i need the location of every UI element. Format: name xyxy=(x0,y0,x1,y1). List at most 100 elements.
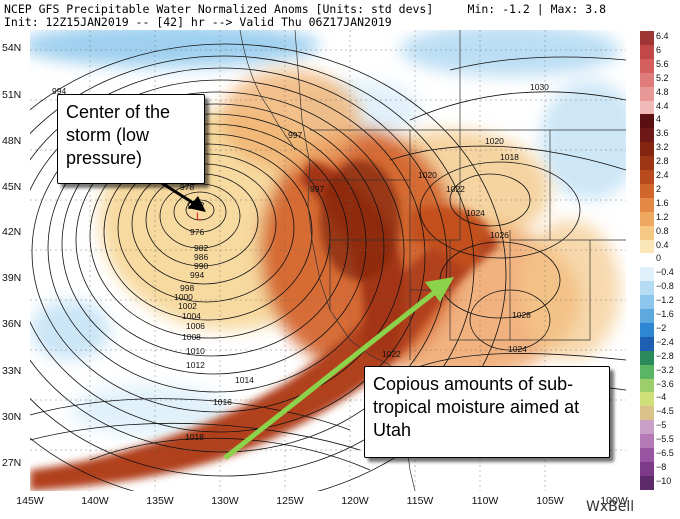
colorbar-swatch xyxy=(640,448,654,463)
isobar-label: 1020 xyxy=(485,136,504,146)
colorbar-swatch xyxy=(640,281,654,296)
colorbar-swatch xyxy=(640,86,654,101)
colorbar-swatch xyxy=(640,170,654,185)
isobar-label: 1018 xyxy=(500,152,519,162)
colorbar-swatch xyxy=(640,211,654,227)
colorbar-swatch xyxy=(640,128,654,143)
lat-label: 42N xyxy=(2,226,22,238)
colorbar-label: −6.5 xyxy=(656,448,674,458)
colorbar-swatch xyxy=(640,58,654,74)
isobar-label: 1024 xyxy=(508,344,527,354)
isobar-label: 1030 xyxy=(530,82,549,92)
isobar-label: 1018 xyxy=(185,432,204,442)
colorbar-label: 0.8 xyxy=(656,225,669,236)
isobar-label: 994 xyxy=(190,270,204,280)
isobar-label: 997 xyxy=(288,130,302,140)
colorbar-label: −3.6 xyxy=(656,378,674,389)
lat-label: 54N xyxy=(2,42,22,54)
lon-label: 115W xyxy=(406,495,434,507)
colorbar-swatch xyxy=(640,44,654,60)
lat-label: 27N xyxy=(2,457,22,469)
colorbar-label: 2.4 xyxy=(656,170,669,180)
isobar-label: 1016 xyxy=(213,397,232,407)
colorbar-label: −4.5 xyxy=(656,406,674,417)
lon-label: 120W xyxy=(341,495,369,507)
colorbar-label: 5.6 xyxy=(656,58,669,69)
isobar-label: 994 xyxy=(52,86,66,96)
colorbar-label: −3.2 xyxy=(656,364,674,375)
init-valid-line: Init: 12Z15JAN2019 -- [42] hr --> Valid … xyxy=(4,15,392,29)
isobar-label: 1026 xyxy=(490,230,509,240)
isobar-label: 1006 xyxy=(186,321,205,331)
colorbar-label: 5.2 xyxy=(656,72,669,83)
isobar-label: 1020 xyxy=(418,170,437,180)
isobar-label: 978 xyxy=(180,182,194,192)
lon-label: 125W xyxy=(276,495,304,507)
lat-label: 30N xyxy=(2,411,22,423)
colorbar-swatch xyxy=(640,322,654,338)
lon-label: 100W xyxy=(600,495,628,507)
isobar-label: 986 xyxy=(194,252,208,262)
lat-label: 36N xyxy=(2,318,22,330)
colorbar-label: −0.8 xyxy=(656,281,674,292)
colorbar-swatch xyxy=(640,461,654,477)
colorbar-swatch xyxy=(640,350,654,366)
lat-label: 48N xyxy=(2,135,22,147)
colorbar-swatch xyxy=(640,406,654,421)
isobar-label: 1004 xyxy=(182,311,201,321)
isobar-label: 998 xyxy=(180,283,194,293)
colorbar-swatch xyxy=(640,378,654,393)
colorbar-swatch xyxy=(640,183,654,199)
low-pressure-marker: L xyxy=(196,211,202,223)
colorbar-swatch xyxy=(640,225,654,240)
colorbar-label: 4 xyxy=(656,114,662,125)
colorbar-swatch xyxy=(640,142,654,157)
isobar-labels: 994 997 972 978 976 982 986 990 994 998 … xyxy=(52,82,549,442)
isobar-label: 1028 xyxy=(512,310,531,320)
colorbar-label: −8 xyxy=(656,461,667,472)
lon-label: 110W xyxy=(471,495,499,507)
lat-label: 39N xyxy=(2,272,22,284)
storm-center-callout: Center of the storm (low pressure) xyxy=(57,94,205,184)
lat-label: 45N xyxy=(2,181,22,193)
colorbar-label: 4.8 xyxy=(656,86,669,97)
colorbar-label: −10 xyxy=(656,475,672,486)
colorbar-label: 0 xyxy=(656,253,662,264)
colorbar-swatch xyxy=(640,31,654,46)
colorbar-swatch xyxy=(640,253,654,268)
isobar-label: 1008 xyxy=(182,332,201,342)
lon-label: 140W xyxy=(81,495,109,507)
colorbar-swatch xyxy=(640,364,654,379)
colorbar-label: 3.2 xyxy=(656,142,669,153)
colorbar-label: 1.6 xyxy=(656,197,669,208)
lon-label: 145W xyxy=(16,495,44,507)
colorbar-label: −4 xyxy=(656,392,667,403)
colorbar-swatch xyxy=(640,267,654,282)
isobar-label: 1014 xyxy=(235,375,254,385)
colorbar-label: 6.4 xyxy=(656,31,669,41)
lon-label: 130W xyxy=(211,495,239,507)
min-max-readout: Min: -1.2 | Max: 3.8 xyxy=(467,2,606,16)
colorbar-label: −2 xyxy=(656,322,667,333)
isobar-label: 1002 xyxy=(178,301,197,311)
colorbar-label: −0.4 xyxy=(656,267,674,278)
colorbar-label: 2 xyxy=(656,183,662,194)
colorbar-label: 3.6 xyxy=(656,128,669,139)
colorbar-label: 2.8 xyxy=(656,156,669,167)
colorbar-swatch xyxy=(640,434,654,449)
wxbell-logo: WxBell xyxy=(586,499,635,515)
colorbar-swatch xyxy=(640,156,654,171)
colorbar-swatch xyxy=(640,295,654,310)
colorbar-label: −1.2 xyxy=(656,295,674,306)
moisture-callout: Copious amounts of sub-tropical moisture… xyxy=(364,366,610,458)
colorbar-label: −5.5 xyxy=(656,434,674,445)
colorbar-label: 1.2 xyxy=(656,211,669,222)
colorbar-swatch xyxy=(640,114,654,129)
colorbar-swatch xyxy=(640,475,654,491)
moisture-arrow xyxy=(223,277,454,460)
colorbar-swatch xyxy=(640,197,654,213)
isobar-label: 990 xyxy=(194,261,208,271)
isobar-label: 997 xyxy=(310,184,324,194)
isobar-label: 1022 xyxy=(446,184,465,194)
colorbar-label: 4.4 xyxy=(656,100,669,111)
